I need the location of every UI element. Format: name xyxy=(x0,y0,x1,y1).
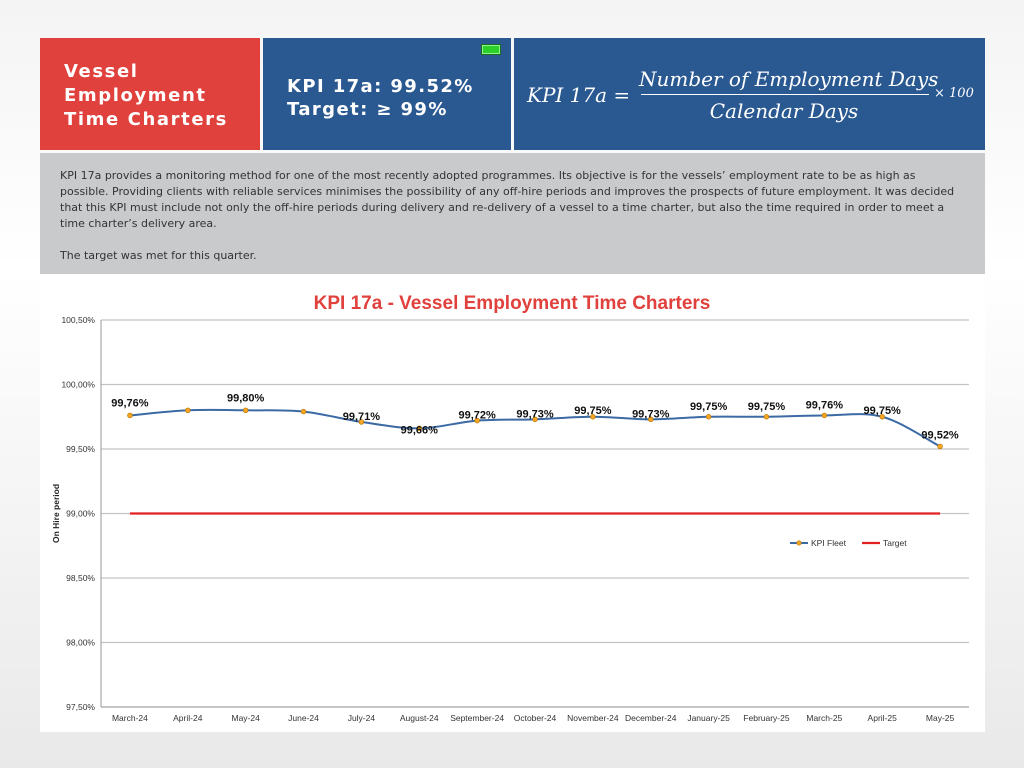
x-tick-label: August-24 xyxy=(400,713,439,723)
kpi-fleet-point xyxy=(879,414,885,420)
x-tick-label: September-24 xyxy=(450,713,504,723)
chart-title: KPI 17a - Vessel Employment Time Charter… xyxy=(314,293,711,314)
x-tick-label: April-25 xyxy=(868,713,898,723)
kpi-fleet-point xyxy=(705,414,712,420)
kpi-target: Target: ≥ 99% xyxy=(287,99,448,120)
description-paragraph: KPI 17a provides a monitoring method for… xyxy=(60,169,955,230)
data-label: 99,76% xyxy=(806,399,844,411)
kpi-fleet-point xyxy=(821,412,828,419)
data-label: 99,75% xyxy=(690,401,728,413)
x-tick-label: July-24 xyxy=(348,713,376,723)
formula-numerator: Number of Employment Days xyxy=(639,67,939,91)
data-label: 99,73% xyxy=(516,408,554,420)
formula-lhs: KPI 17a = xyxy=(527,83,631,107)
x-tick-label: May-25 xyxy=(926,713,955,723)
x-tick-label: February-25 xyxy=(743,713,790,723)
x-tick-label: March-24 xyxy=(112,713,148,723)
kpi-title-panel: Vessel Employment Time Charters xyxy=(40,38,260,150)
kpi-fleet-point xyxy=(763,414,770,420)
data-label: 99,52% xyxy=(921,429,959,441)
status-indicator-icon xyxy=(481,44,501,55)
kpi-fleet-point xyxy=(648,416,654,423)
kpi-fleet-point xyxy=(358,419,365,425)
data-label: 99,75% xyxy=(864,405,902,417)
kpi-value: KPI 17a: 99.52% xyxy=(287,76,474,97)
x-tick-label: November-24 xyxy=(567,713,619,723)
y-tick-label: 98,00% xyxy=(66,638,95,648)
description-conclusion: The target was met for this quarter. xyxy=(60,249,257,262)
kpi-fleet-point xyxy=(937,443,943,450)
formula-multiplier: × 100 xyxy=(934,86,974,101)
y-tick-label: 100,50% xyxy=(61,315,95,325)
legend-label-kpi-fleet: KPI Fleet xyxy=(811,538,847,548)
data-label: 99,75% xyxy=(574,405,612,417)
description-panel: KPI 17a provides a monitoring method for… xyxy=(40,153,985,274)
x-tick-label: April-24 xyxy=(173,713,203,723)
kpi-fleet-point xyxy=(590,414,596,420)
kpi-fleet-point xyxy=(185,407,191,414)
data-label: 99,72% xyxy=(458,410,496,422)
chart-panel: KPI 17a - Vessel Employment Time Charter… xyxy=(40,277,985,732)
data-label: 99,73% xyxy=(632,408,670,420)
kpi-fleet-point xyxy=(127,412,133,419)
y-tick-label: 99,00% xyxy=(66,509,95,519)
y-tick-label: 99,50% xyxy=(66,444,95,454)
kpi-fleet-point xyxy=(242,407,249,414)
kpi-formula-panel: KPI 17a = Number of Employment Days Cale… xyxy=(514,38,985,150)
y-tick-label: 100,00% xyxy=(61,380,95,390)
x-tick-label: December-24 xyxy=(625,713,677,723)
kpi-value-panel: KPI 17a: 99.52% Target: ≥ 99% xyxy=(263,38,511,150)
title-line-2: Employment xyxy=(64,85,207,106)
legend-marker-kpi-fleet xyxy=(796,540,802,546)
data-label: 99,71% xyxy=(343,411,381,423)
kpi-fleet-point xyxy=(474,417,480,424)
x-tick-label: June-24 xyxy=(288,713,319,723)
data-label: 99,76% xyxy=(111,397,149,409)
legend-label-target: Target xyxy=(883,538,907,548)
x-tick-label: May-24 xyxy=(231,713,260,723)
title-line-3: Time Charters xyxy=(64,109,228,130)
formula-denominator: Calendar Days xyxy=(709,99,859,123)
kpi-fleet-point xyxy=(300,408,307,415)
kpi-fleet-point xyxy=(532,416,538,423)
x-tick-label: October-24 xyxy=(514,713,557,723)
data-label: 99,75% xyxy=(748,401,786,413)
x-tick-label: January-25 xyxy=(687,713,730,723)
formula-fraction-bar xyxy=(641,94,929,95)
y-axis-label: On Hire period xyxy=(51,484,61,543)
kpi-fleet-point xyxy=(416,425,422,432)
title-line-1: Vessel xyxy=(64,61,139,82)
x-tick-label: March-25 xyxy=(806,713,842,723)
line-chart: KPI 17a - Vessel Employment Time Charter… xyxy=(51,293,969,723)
data-label: 99,80% xyxy=(227,392,265,404)
data-label: 99,66% xyxy=(401,424,439,436)
y-tick-label: 98,50% xyxy=(66,573,95,583)
y-tick-label: 97,50% xyxy=(66,702,95,712)
